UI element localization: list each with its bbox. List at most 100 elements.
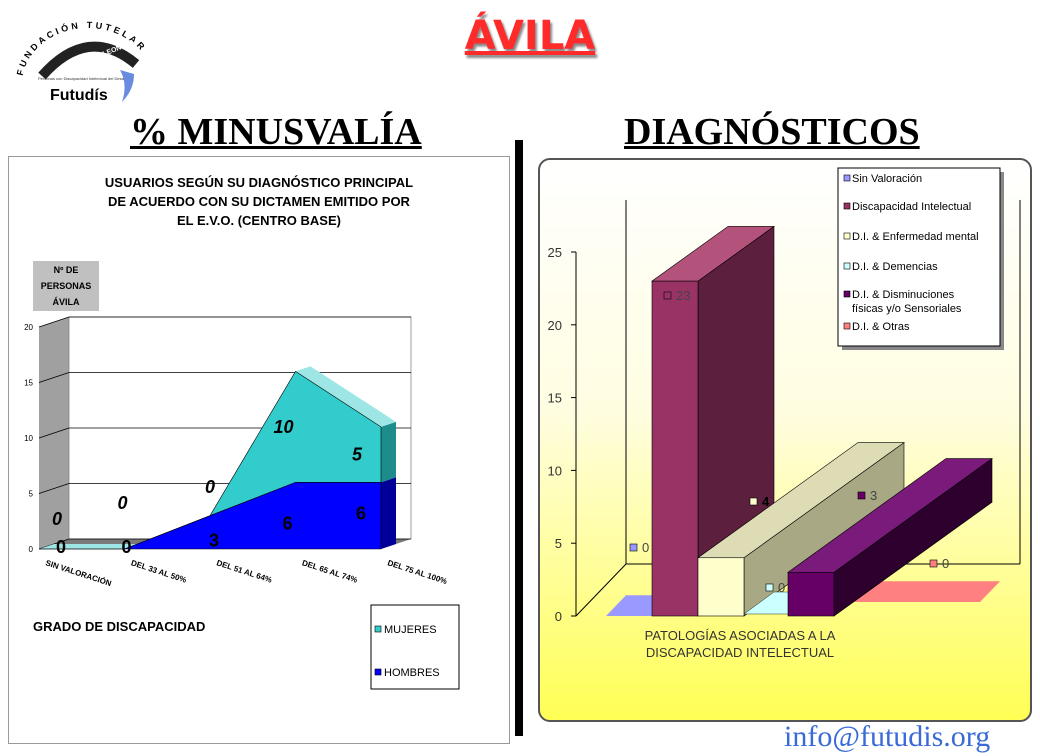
data-label-hombres: 6: [282, 514, 292, 534]
y-tick-label: 5: [29, 490, 34, 499]
gridline-side: [38, 316, 70, 328]
legend-swatch-hombres: [374, 668, 382, 676]
legend-label: Sin Valoración: [852, 173, 922, 185]
x-axis-label: GRADO DE DISCAPACIDAD: [33, 619, 205, 634]
gridline-side: [38, 427, 70, 439]
y-tick-label: 10: [24, 434, 33, 443]
x-axis-label-line: PATOLOGÍAS ASOCIADAS A LA: [645, 628, 836, 643]
value-label-swatch: [749, 497, 758, 506]
y-tick-label: 5: [555, 536, 562, 551]
chart-title: USUARIOS SEGÚN SU DIAGNÓSTICO PRINCIPAL D…: [105, 175, 413, 228]
value-label: 0: [642, 540, 649, 555]
data-label-mujeres: 0: [52, 509, 62, 529]
data-label-mujeres: 5: [352, 445, 363, 465]
floor-side-edge: [575, 563, 627, 617]
chart-title-line: EL E.V.O. (CENTRO BASE): [177, 213, 341, 228]
legend-label-hombres: HOMBRES: [384, 667, 440, 679]
value-label: 23: [676, 288, 690, 303]
bar-chart: 0 5 10 15 20 25 0 23 4 0 3 0 PATOLOGÍAS ASOCIADAS A…: [548, 167, 1021, 660]
legend-swatch: [843, 322, 851, 330]
bar-disminuciones: [787, 572, 835, 617]
bar-floor-otras: [846, 581, 1000, 602]
data-label-hombres: 0: [121, 537, 131, 557]
ylabel-box: [33, 261, 99, 311]
right-chart-panel: 0 5 10 15 20 25 0 23 4 0 3 0 PATOLOGÍAS ASOCIADAS A…: [538, 158, 1032, 722]
chart-title-line: USUARIOS SEGÚN SU DIAGNÓSTICO PRINCIPAL: [105, 175, 413, 190]
y-tick-label: 10: [548, 463, 562, 478]
data-label-hombres: 6: [356, 504, 366, 524]
legend-label-line: D.I. & Disminuciones: [852, 289, 955, 301]
contact-email[interactable]: info@futudis.org: [784, 720, 991, 753]
legend-label: D.I. & Disminuciones físicas y/o Sensoria…: [852, 289, 962, 315]
mujeres-top-face: [39, 544, 140, 549]
left-chart-panel: USUARIOS SEGÚN SU DIAGNÓSTICO PRINCIPAL D…: [8, 156, 510, 744]
data-label-hombres: 0: [56, 537, 66, 557]
divider: [515, 140, 523, 736]
legend: [837, 167, 1001, 347]
y-axis-label-line: ÁVILA: [53, 297, 81, 307]
gridline-side: [38, 372, 70, 383]
series-area-hombres: [39, 482, 382, 550]
legend-swatch: [843, 202, 851, 210]
value-label-swatch: [765, 583, 774, 592]
y-axis-label-line: PERSONAS: [41, 281, 92, 291]
logo-figure-icon: [120, 70, 134, 102]
legend-swatch: [843, 262, 851, 270]
value-label-swatch: [857, 491, 866, 500]
legend-label-line: D.I. & Enfermedad mental: [852, 231, 979, 243]
legend-swatch-mujeres: [374, 625, 382, 633]
value-label-swatch: [629, 543, 638, 552]
gridline-side: [38, 483, 70, 494]
data-label-mujeres: 0: [117, 493, 127, 513]
y-tick-label: 0: [29, 545, 34, 554]
value-label: 0: [778, 580, 785, 595]
legend-swatch: [843, 290, 851, 298]
legend-label-mujeres: MUJERES: [384, 624, 437, 636]
x-tick-label: DEL 65 AL 74%: [301, 558, 359, 584]
data-label-mujeres: 0: [205, 477, 215, 497]
logo-sub-text: Personas con Discapacidad Intelectual de…: [38, 76, 133, 81]
legend-label: D.I. & Otras: [852, 321, 910, 333]
x-axis-label: PATOLOGÍAS ASOCIADAS A LA DISCAPACIDAD IN…: [645, 628, 836, 660]
legend-label-line: D.I. & Otras: [852, 321, 910, 333]
page-title: ÁVILA: [464, 13, 596, 59]
x-tick-label: DEL 75 AL 100%: [386, 558, 448, 586]
legend-swatch: [843, 232, 851, 240]
x-axis-label-line: DISCAPACIDAD INTELECTUAL: [646, 645, 834, 660]
y-tick-label: 20: [24, 323, 33, 332]
mujeres-top-face: [295, 366, 396, 427]
y-tick-label: 0: [555, 609, 562, 624]
data-label-hombres: 3: [209, 530, 219, 550]
value-label: 4: [762, 494, 770, 509]
value-label-swatch: [929, 559, 938, 568]
mujeres-side-face: [381, 421, 396, 483]
y-tick-label: 15: [24, 379, 33, 388]
y-axis-label: Nº DE PERSONAS ÁVILA: [41, 265, 92, 307]
bar-enfermedad-mental: [697, 557, 745, 617]
futudis-logo: FUNDACIÓN TUTELAR CASTELLANO LEONESA Per…: [15, 20, 146, 104]
right-section-title: DIAGNÓSTICOS: [624, 111, 920, 153]
y-tick-label: 15: [548, 391, 562, 406]
legend-swatch: [843, 174, 851, 182]
y-tick-label: 25: [548, 245, 562, 260]
logo-brand: Futudís: [50, 87, 108, 104]
legend-label-line: D.I. & Demencias: [852, 261, 938, 273]
legend-label-line: físicas y/o Sensoriales: [852, 303, 962, 315]
value-label: 0: [942, 556, 949, 571]
x-tick-label: DEL 51 AL 64%: [215, 558, 273, 584]
bar-discapacidad-intelectual: [651, 280, 699, 617]
data-label-mujeres: 10: [273, 417, 293, 437]
y-axis-label-line: Nº DE: [54, 265, 79, 275]
legend: [370, 604, 460, 690]
chart-title-line: DE ACUERDO CON SU DICTAMEN EMITIDO POR: [108, 194, 411, 209]
left-section-title: % MINUSVALÍA: [130, 111, 422, 153]
legend-label-line: Sin Valoración: [852, 173, 922, 185]
value-label: 3: [870, 488, 877, 503]
value-label-swatch: [663, 291, 672, 300]
legend-label: D.I. & Demencias: [852, 261, 938, 273]
legend-label-line: Discapacidad Intelectual: [852, 201, 971, 213]
legend-label: Discapacidad Intelectual: [852, 201, 971, 213]
x-tick-label: SIN VALORACIÓN: [44, 558, 112, 588]
x-tick-label: DEL 33 AL 50%: [130, 558, 188, 584]
y-tick-label: 20: [548, 318, 562, 333]
